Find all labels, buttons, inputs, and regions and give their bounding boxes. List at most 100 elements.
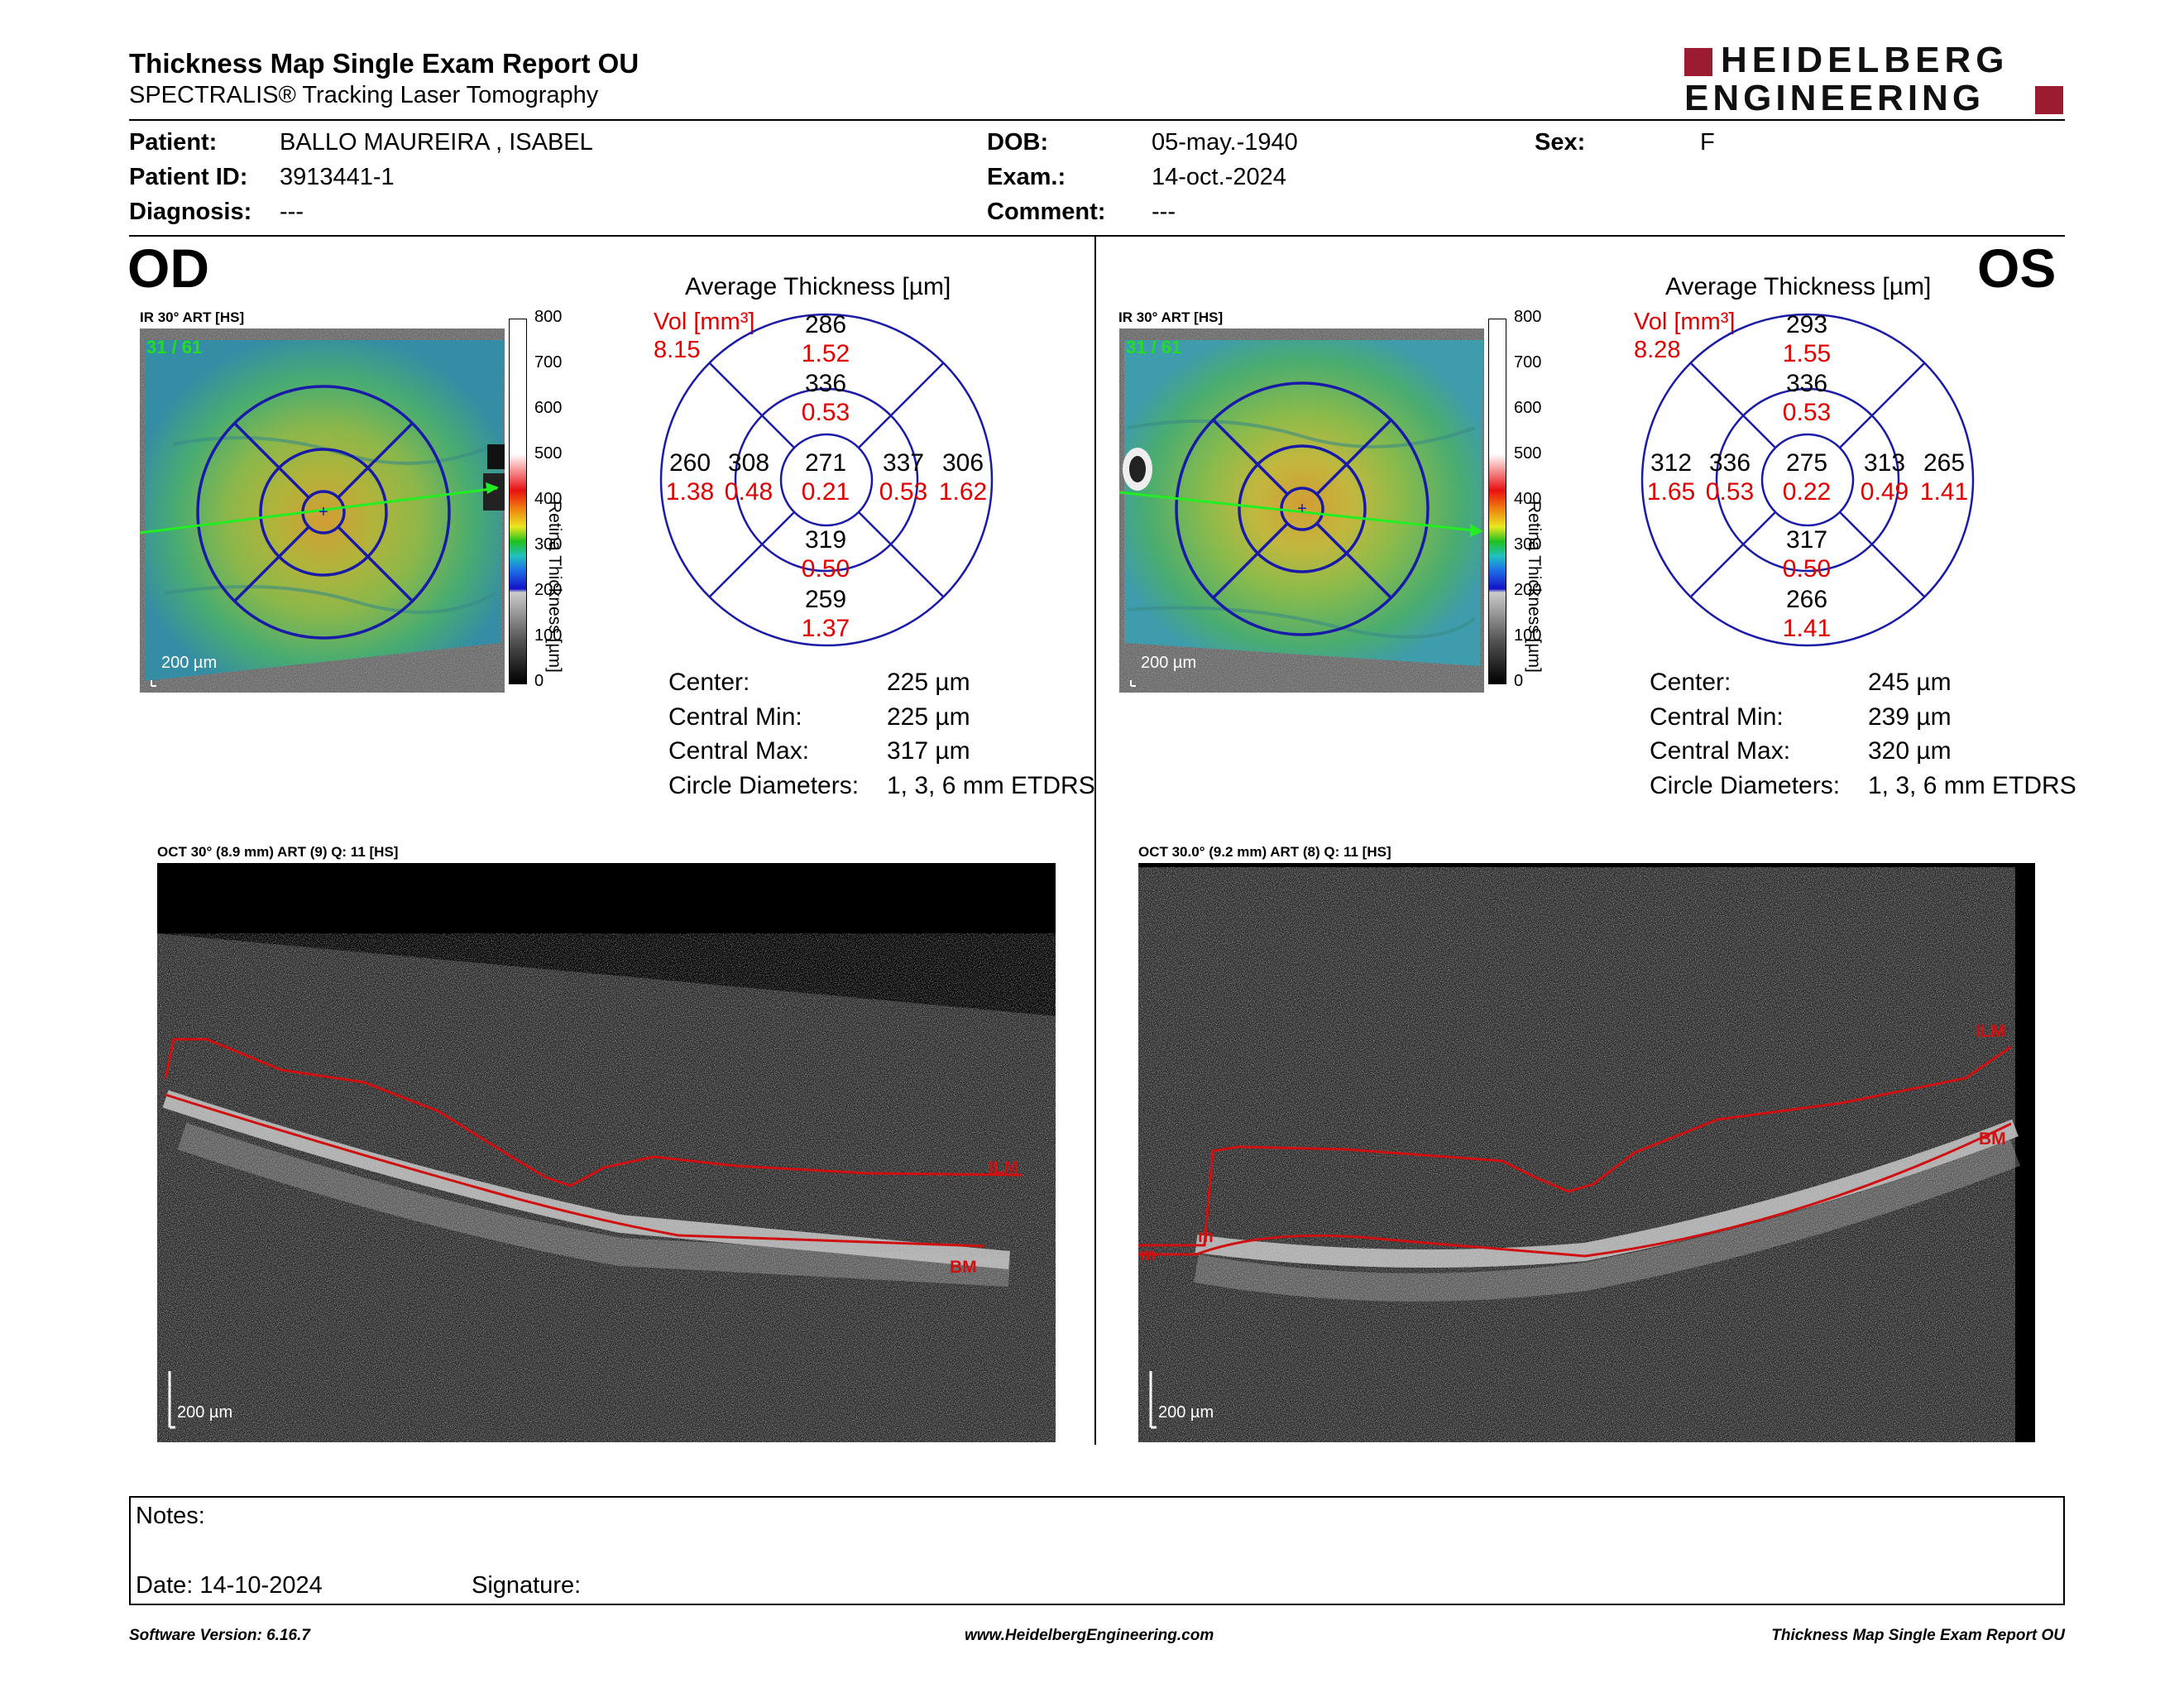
od-tick: 600: [534, 399, 563, 417]
os-colorbar: [1488, 319, 1506, 684]
os-inner-right-thickness: 313: [1863, 449, 1906, 477]
os-oct-scan: ILM BM m m 200 µm: [1138, 863, 2035, 1442]
os-outer-left-thickness: 312: [1650, 449, 1693, 477]
os-tick: 300: [1514, 535, 1542, 554]
od-max-value: 317 µm: [887, 737, 970, 765]
os-tick: 600: [1514, 399, 1542, 417]
report-subtitle: SPECTRALIS® Tracking Laser Tomography: [129, 82, 599, 108]
od-eye-label: OD: [127, 237, 209, 299]
os-inner-left-thickness: 336: [1708, 449, 1751, 477]
od-diam-value: 1, 3, 6 mm ETDRS: [887, 772, 1095, 799]
os-outer-inf-volume: 1.41: [1782, 615, 1832, 642]
os-max-value: 320 µm: [1868, 737, 1952, 765]
od-oct-label: OCT 30° (8.9 mm) ART (9) Q: 11 [HS]: [157, 844, 399, 860]
od-tick: 0: [534, 672, 544, 690]
os-tick: 500: [1514, 444, 1542, 463]
os-bm-label: BM: [1979, 1129, 2006, 1149]
header-rule: [129, 119, 2065, 121]
od-max-label: Central Max:: [668, 737, 810, 765]
software-version: Software Version: 6.16.7: [129, 1627, 310, 1644]
od-ilm-label: ILM: [989, 1158, 1019, 1177]
od-colorbar-label: Retina Thickness [µm]: [545, 501, 564, 673]
od-vol-total: 8.15: [654, 337, 701, 363]
os-outer-sup-volume: 1.55: [1782, 340, 1832, 367]
od-inner-sup-thickness: 336: [804, 370, 847, 397]
od-ir-label: IR 30° ART [HS]: [140, 309, 245, 325]
os-diam-label: Circle Diameters:: [1650, 772, 1841, 799]
od-diam-label: Circle Diameters:: [668, 772, 860, 799]
footer-report-name: Thickness Map Single Exam Report OU: [1771, 1627, 2065, 1644]
od-vol-label: Vol [mm³]: [654, 309, 755, 335]
od-inner-left-thickness: 308: [727, 449, 770, 477]
svg-text:+: +: [318, 503, 328, 521]
od-outer-left-volume: 1.38: [665, 478, 715, 506]
os-frame-count: 31 / 61: [1126, 337, 1182, 357]
od-oct-scan: ILM BM 200 µm: [157, 863, 1056, 1442]
od-tick: 800: [534, 308, 563, 326]
os-oct-label: OCT 30.0° (9.2 mm) ART (8) Q: 11 [HS]: [1138, 844, 1391, 860]
od-outer-sup-volume: 1.52: [801, 340, 850, 367]
od-inner-left-volume: 0.48: [724, 478, 774, 506]
os-inner-right-volume: 0.49: [1860, 478, 1909, 506]
os-center-volume: 0.22: [1782, 478, 1832, 506]
logo-text-top: HEIDELBERG: [1721, 40, 2009, 80]
date-label: Date: 14-10-2024: [136, 1572, 323, 1599]
od-inner-inf-volume: 0.50: [801, 555, 850, 583]
svg-text:+: +: [1297, 500, 1307, 518]
os-eye-label: OS: [1977, 237, 2057, 299]
comment-label: Comment:: [987, 199, 1106, 225]
os-outer-sup-thickness: 293: [1785, 311, 1828, 338]
os-inner-inf-volume: 0.50: [1782, 555, 1832, 583]
od-center-thickness: 271: [804, 449, 847, 477]
od-min-label: Central Min:: [668, 703, 802, 731]
od-etdrs-grid: [659, 310, 998, 650]
od-avg-title: Average Thickness [µm]: [685, 273, 951, 300]
os-inner-sup-thickness: 336: [1785, 370, 1828, 397]
os-tick: 100: [1514, 626, 1542, 645]
os-colorbar-ticks: 800 700 600 500 400 300 200 100 0: [1506, 306, 1555, 695]
os-map-scale: 200 µm: [1141, 654, 1197, 672]
os-diam-value: 1, 3, 6 mm ETDRS: [1868, 772, 2076, 799]
os-oct-scale: 200 µm: [1158, 1403, 1214, 1422]
os-inner-sup-volume: 0.53: [1782, 399, 1832, 426]
dob-label: DOB:: [987, 129, 1049, 156]
os-inner-inf-thickness: 317: [1785, 526, 1828, 554]
od-outer-inf-volume: 1.37: [801, 615, 850, 642]
patient-name: BALLO MAUREIRA , ISABEL: [280, 129, 593, 156]
od-center-value: 225 µm: [887, 669, 970, 696]
signature-label: Signature:: [472, 1572, 582, 1599]
sex-label: Sex:: [1535, 129, 1586, 156]
patient-id-label: Patient ID:: [129, 164, 248, 190]
od-center-label: Center:: [668, 669, 750, 696]
os-max-label: Central Max:: [1650, 737, 1791, 765]
exam-value: 14-oct.-2024: [1152, 164, 1286, 190]
os-ir-label: IR 30° ART [HS]: [1118, 309, 1224, 325]
notes-box: Notes: Date: 14-10-2024 Signature:: [129, 1496, 2065, 1605]
exam-label: Exam.:: [987, 164, 1066, 190]
os-outer-right-volume: 1.41: [1919, 478, 1969, 506]
od-center-volume: 0.21: [801, 478, 850, 506]
os-tick: 400: [1514, 490, 1542, 508]
od-outer-right-volume: 1.62: [938, 478, 988, 506]
os-tick: 200: [1514, 581, 1542, 599]
comment-value: ---: [1152, 199, 1176, 225]
sex-value: F: [1700, 129, 1715, 156]
os-outer-left-volume: 1.65: [1646, 478, 1696, 506]
os-avg-title: Average Thickness [µm]: [1665, 273, 1932, 300]
od-tick: 500: [534, 444, 563, 463]
os-tick: 800: [1514, 308, 1542, 326]
od-outer-left-thickness: 260: [668, 449, 711, 477]
od-inner-sup-volume: 0.53: [801, 399, 850, 426]
os-bm-left-label: m: [1140, 1245, 1156, 1264]
diagnosis-value: ---: [280, 199, 304, 225]
od-tick: 100: [534, 626, 563, 645]
os-colorbar-label: Retina Thickness [µm]: [1525, 501, 1544, 673]
logo-square-top: [1684, 48, 1712, 76]
report-title: Thickness Map Single Exam Report OU: [129, 48, 639, 79]
os-vol-total: 8.28: [1634, 337, 1681, 363]
od-tick: 400: [534, 490, 563, 508]
os-thickness-map: + 31 / 61 200 µm: [1118, 328, 1484, 693]
website-link[interactable]: www.HeidelbergEngineering.com: [965, 1627, 1214, 1644]
os-ilm-label: ILM: [1976, 1022, 2006, 1041]
os-inner-left-volume: 0.53: [1705, 478, 1755, 506]
